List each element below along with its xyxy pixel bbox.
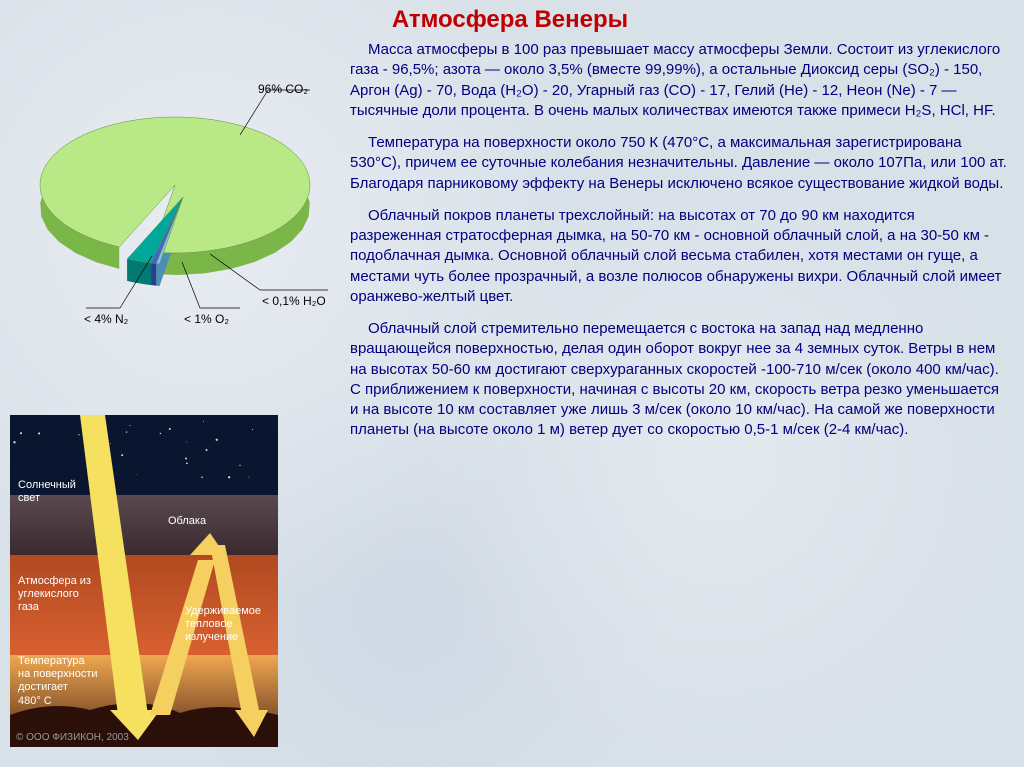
pie-label-co2: 96% CO₂ [258,82,308,96]
left-column: 96% CO₂ < 4% N₂ < 1% O₂ < 0,1% H₂O [10,30,340,340]
paragraph-4: Облачный слой стремительно перемещается … [350,319,1010,441]
page-title: Атмосфера Венеры [330,0,690,38]
atmosphere-diagram: Солнечныйсвет Облака Атмосфера изуглекис… [10,415,278,747]
atmo-label-temp: Температурана поверхностидостигает480° C [18,655,98,708]
paragraph-3: Облачный покров планеты трехслойный: на … [350,206,1010,307]
atmo-label-heat: Удерживаемоетепловоеизлучение [185,605,261,645]
pie-label-h2o: < 0,1% H₂O [262,294,326,308]
pie-label-o2: < 1% O₂ [184,312,229,326]
atmo-label-sunlight: Солнечныйсвет [18,479,76,505]
atmo-copyright: © ООО ФИЗИКОН, 2003 [16,732,129,743]
pie-label-n2: < 4% N₂ [84,312,128,326]
body-text: Масса атмосферы в 100 раз превышает масс… [350,40,1010,453]
paragraph-1: Масса атмосферы в 100 раз превышает масс… [350,40,1010,121]
pie-chart: 96% CO₂ < 4% N₂ < 1% O₂ < 0,1% H₂O [10,30,340,340]
atmo-label-clouds: Облака [168,515,206,528]
atmo-label-co2: Атмосфера изуглекислогогаза [18,575,91,615]
paragraph-2: Температура на поверхности около 750 К (… [350,133,1010,194]
